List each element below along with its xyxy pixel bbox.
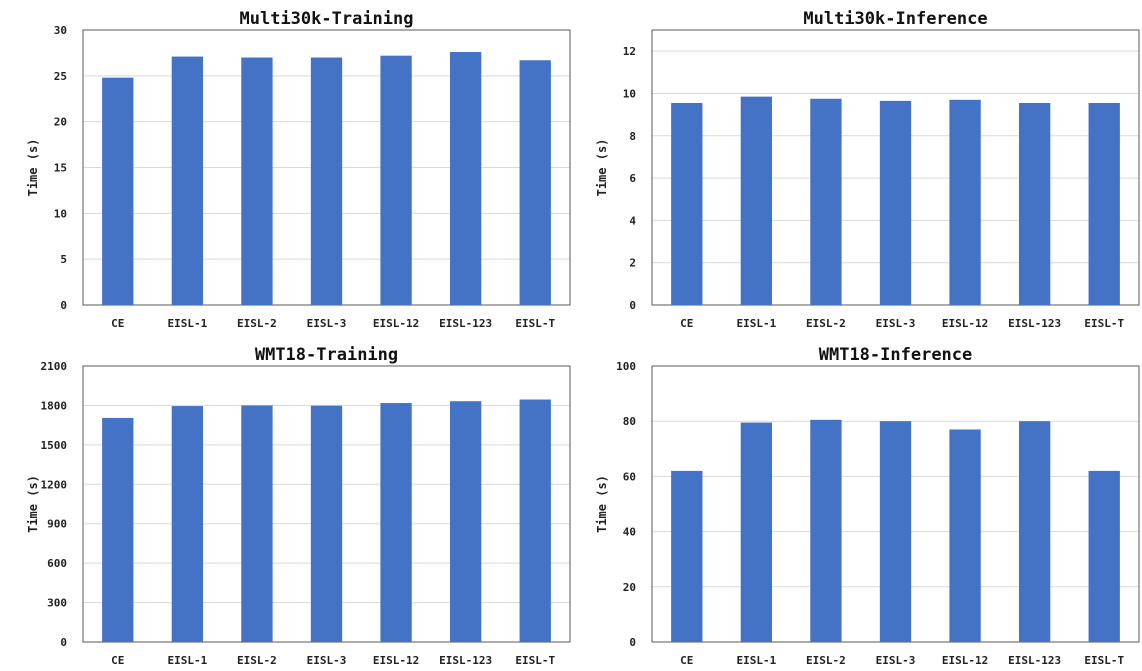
bar-eisl-2	[810, 419, 842, 642]
chart-multi30k-inference: 0 2 4 6 8 10 12 CE EISL-1 EISL-2 EISL-3 EISL-12 EISL…	[595, 9, 1140, 330]
y-tick-label: 30	[54, 24, 67, 37]
y-tick-label: 100	[616, 360, 636, 373]
y-tick-label: 0	[60, 299, 67, 312]
x-tick-label: EISL-1	[167, 654, 207, 667]
chart-title: WMT18-Inference	[819, 345, 973, 365]
bar-eisl-2	[810, 98, 842, 305]
x-tick-label: EISL-3	[876, 317, 916, 330]
bar-eisl-123	[1018, 102, 1051, 305]
bar-eisl-t	[519, 60, 551, 305]
x-tick-label: EISL-T	[515, 317, 555, 330]
y-tick-label: 20	[623, 581, 636, 594]
x-tick-label: EISL-2	[237, 317, 277, 330]
bar-eisl-2	[241, 405, 273, 642]
bar-ce	[102, 417, 134, 642]
y-tick-label: 0	[629, 636, 636, 649]
y-tick-label: 10	[623, 87, 636, 100]
y-tick-label: 600	[47, 557, 67, 570]
y-tick-label: 1800	[41, 399, 68, 412]
x-tick-label: EISL-123	[439, 317, 492, 330]
y-tick-label: 20	[54, 116, 67, 129]
chart-title: Multi30k-Training	[240, 9, 414, 29]
x-tick-label: EISL-3	[876, 654, 916, 667]
x-tick-label: EISL-T	[515, 654, 555, 667]
bar-eisl-1	[171, 56, 204, 306]
bar-eisl-12	[380, 403, 412, 642]
chart-title: Multi30k-Inference	[803, 9, 987, 29]
bar-eisl-1	[740, 96, 773, 305]
bar-eisl-t	[1088, 102, 1120, 305]
chart-wmt18-training: 0 300 600 900 1200 1500 1800 2100 CE EISL-1 EISL-2…	[26, 345, 571, 667]
x-tick-label: EISL-12	[373, 654, 419, 667]
x-tick-label: EISL-12	[373, 317, 419, 330]
chart-wmt18-inference: 0 20 40 60 80 100 CE EISL-1 EISL-2 EISL-3 EISL-12 E…	[595, 345, 1140, 667]
x-tick-label: EISL-2	[806, 654, 846, 667]
y-tick-label: 8	[629, 130, 636, 143]
chart-multi30k-training: 0 5 10 15 20 25 30 CE EISL-1 EISL-2 EISL-3 EISL-12 E…	[26, 9, 571, 330]
bar-eisl-3	[879, 100, 912, 305]
y-tick-label: 300	[47, 597, 67, 610]
y-tick-label: 2100	[41, 360, 68, 373]
bar-eisl-123	[449, 52, 482, 305]
bar-eisl-2	[241, 57, 273, 305]
bar-eisl-3	[879, 421, 912, 642]
bar-eisl-t	[1088, 470, 1120, 642]
y-tick-label: 6	[629, 172, 636, 185]
y-tick-label: 5	[60, 253, 67, 266]
x-tick-label: EISL-12	[942, 654, 988, 667]
y-tick-label: 80	[623, 415, 636, 428]
x-tick-label: EISL-1	[167, 317, 207, 330]
y-tick-label: 12	[623, 45, 636, 58]
bar-eisl-123	[449, 401, 482, 642]
y-tick-label: 1200	[41, 478, 68, 491]
y-tick-label: 1500	[41, 439, 68, 452]
chart-title: WMT18-Training	[255, 345, 398, 365]
bar-eisl-3	[310, 57, 343, 305]
x-tick-label: EISL-2	[237, 654, 277, 667]
x-tick-label: CE	[680, 317, 693, 330]
y-axis-label: Time (s)	[595, 475, 609, 533]
x-tick-label: EISL-1	[736, 317, 776, 330]
y-tick-label: 900	[47, 518, 67, 531]
y-tick-label: 10	[54, 207, 67, 220]
x-tick-label: EISL-T	[1084, 317, 1124, 330]
x-tick-label: EISL-123	[1008, 654, 1061, 667]
x-tick-label: CE	[111, 654, 124, 667]
bar-ce	[671, 470, 703, 642]
x-tick-label: EISL-T	[1084, 654, 1124, 667]
bar-eisl-1	[740, 422, 773, 642]
y-axis-label: Time (s)	[26, 475, 40, 533]
y-tick-label: 40	[623, 526, 636, 539]
bar-ce	[671, 102, 703, 305]
y-axis-label: Time (s)	[26, 139, 40, 197]
x-tick-label: EISL-12	[942, 317, 988, 330]
x-tick-label: EISL-123	[1008, 317, 1061, 330]
x-tick-label: EISL-1	[736, 654, 776, 667]
x-tick-label: EISL-3	[307, 654, 347, 667]
bar-eisl-3	[310, 405, 343, 642]
y-tick-label: 0	[629, 299, 636, 312]
bar-eisl-123	[1018, 421, 1051, 642]
x-tick-label: EISL-3	[307, 317, 347, 330]
y-axis-label: Time (s)	[595, 139, 609, 197]
bar-eisl-12	[949, 429, 981, 642]
bar-ce	[102, 77, 134, 306]
y-tick-label: 60	[623, 470, 636, 483]
x-tick-label: EISL-2	[806, 317, 846, 330]
y-tick-label: 4	[629, 214, 636, 227]
y-tick-label: 15	[54, 162, 67, 175]
x-tick-label: CE	[680, 654, 693, 667]
x-tick-label: CE	[111, 317, 124, 330]
y-tick-label: 25	[54, 70, 67, 83]
bar-eisl-12	[949, 99, 981, 305]
y-tick-label: 2	[629, 257, 636, 270]
bar-eisl-t	[519, 399, 551, 642]
y-tick-label: 0	[60, 636, 67, 649]
bar-eisl-12	[380, 55, 412, 305]
bar-eisl-1	[171, 406, 204, 642]
x-tick-label: EISL-123	[439, 654, 492, 667]
